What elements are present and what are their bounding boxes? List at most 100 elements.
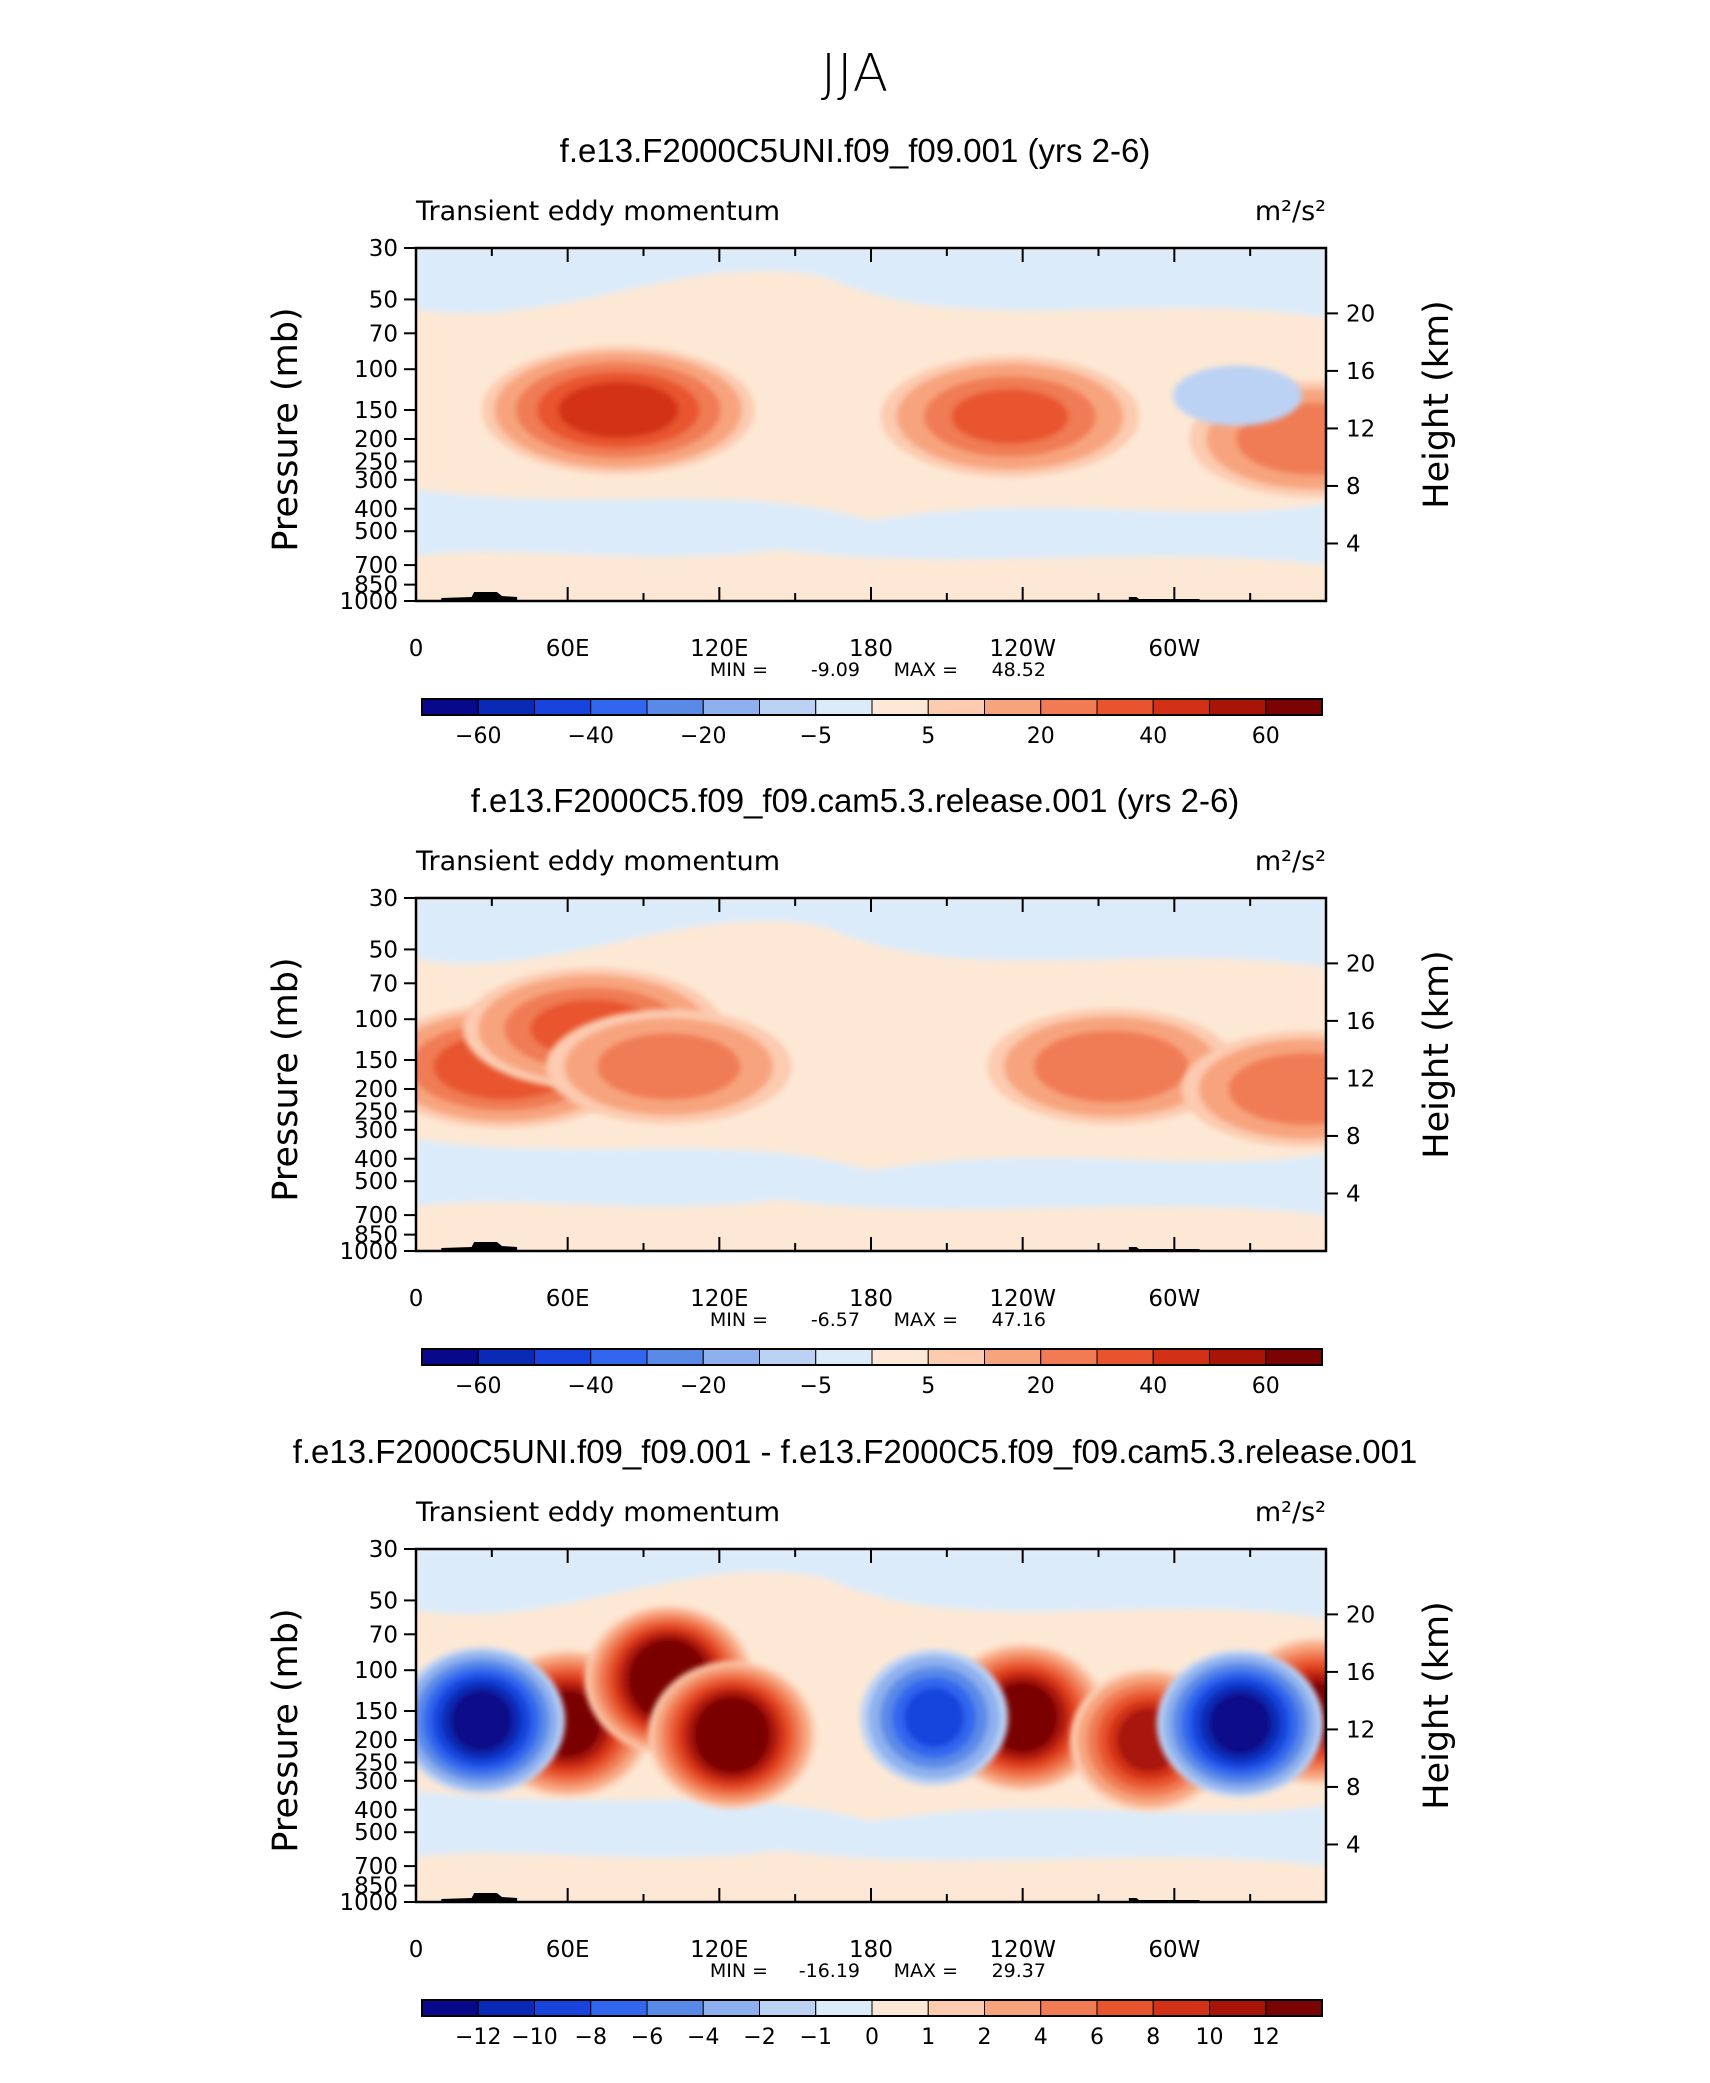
x-tick-label: 120W [989, 1937, 1056, 1963]
colorbar-swatch [590, 698, 648, 716]
y-tick-label: 400 [354, 497, 398, 523]
contour-level [1208, 1692, 1272, 1755]
contour-feature [546, 1009, 792, 1124]
colorbar-swatch [1152, 698, 1210, 716]
colorbar-swatch [815, 1999, 873, 2017]
y-tick-label: 150 [354, 1048, 398, 1074]
colorbar-swatch [421, 1348, 479, 1366]
y-axis-title: Pressure (mb) [266, 1608, 306, 1852]
x-tick-label: 0 [409, 1286, 424, 1312]
y-tick-label: 1000 [339, 589, 398, 615]
chart-panel: f.e13.F2000C5UNI.f09_f09.001 (yrs 2-6) 0 6… [0, 132, 1710, 782]
y-tick-label: 150 [354, 1699, 398, 1725]
contour-feature [481, 346, 755, 475]
y-tick-label: 100 [354, 1007, 398, 1033]
y-tick-label: 30 [369, 886, 398, 912]
contour-level [904, 1687, 965, 1748]
x-tick-label: 60W [1148, 1937, 1200, 1963]
y-tick-label: 300 [354, 468, 398, 494]
y-tick-label: 70 [369, 1622, 398, 1648]
field-name-label: Transient eddy momentum [415, 1497, 780, 1528]
colorbar-swatch [534, 1348, 592, 1366]
colorbar-swatch [1209, 1348, 1267, 1366]
contour-field [416, 248, 1326, 601]
y-tick-label: 100 [354, 357, 398, 383]
colorbar-swatch [421, 1999, 479, 2017]
contour-level [597, 1033, 741, 1100]
y-right-tick-label: 20 [1346, 301, 1375, 327]
colorbar-swatch [1265, 698, 1323, 716]
contour-feature [987, 1008, 1236, 1125]
max-label: MAX = [894, 1960, 958, 1982]
colorbar-label: 20 [1027, 724, 1055, 749]
units-label: m²/s² [1255, 846, 1326, 877]
negative-region [416, 898, 1326, 968]
y-tick-label: 700 [354, 553, 398, 579]
y-tick-label: 200 [354, 427, 398, 453]
contour-feature [1156, 1650, 1324, 1797]
y-tick-label: 150 [354, 398, 398, 424]
colorbar-swatch [1040, 1999, 1098, 2017]
y-tick-label: 850 [354, 573, 398, 599]
y-right-tick-label: 4 [1346, 1181, 1361, 1207]
colorbar-swatch [421, 698, 479, 716]
field-name-label: Transient eddy momentum [415, 196, 780, 227]
y-tick-label: 30 [369, 1537, 398, 1563]
x-tick-label: 120E [690, 1937, 748, 1963]
min-label: MIN = [710, 1960, 768, 1982]
y-tick-label: 700 [354, 1203, 398, 1229]
y-tick-label: 300 [354, 1118, 398, 1144]
y-right-tick-label: 20 [1346, 951, 1375, 977]
min-value: -9.09 [811, 659, 860, 681]
min-value: -6.57 [811, 1309, 860, 1331]
panel-title: f.e13.F2000C5.f09_f09.cam5.3.release.001… [470, 782, 1240, 819]
colorbar-swatch [815, 698, 873, 716]
colorbar-swatch [871, 1999, 929, 2017]
y-tick-label: 1000 [339, 1890, 398, 1916]
y-tick-label: 850 [354, 1223, 398, 1249]
y-right-tick-label: 12 [1346, 1066, 1375, 1092]
colorbar-swatch [871, 698, 929, 716]
colorbar-label: −60 [455, 1374, 501, 1399]
x-tick-label: 0 [409, 1937, 424, 1963]
y-tick-label: 70 [369, 321, 398, 347]
y-tick-label: 250 [354, 1750, 398, 1776]
x-tick-label: 60E [546, 1937, 590, 1963]
min-label: MIN = [710, 659, 768, 681]
colorbar-swatch [1040, 698, 1098, 716]
x-tick-label: 120E [690, 636, 748, 662]
colorbar-swatch [1040, 1348, 1098, 1366]
colorbar-swatch [1209, 1999, 1267, 2017]
y-tick-label: 500 [354, 519, 398, 545]
colorbar-label: 40 [1139, 1374, 1167, 1399]
colorbar-swatch [984, 1999, 1042, 2017]
contour-feature [860, 1649, 1009, 1786]
negative-region [416, 1139, 1326, 1216]
colorbar-label: −20 [680, 1374, 726, 1399]
chart-panel: f.e13.F2000C5UNI.f09_f09.001 - f.e13.F20… [0, 1433, 1710, 2083]
y-right-tick-label: 12 [1346, 416, 1375, 442]
y-right-tick-label: 4 [1346, 531, 1361, 557]
colorbar-swatch [646, 1999, 704, 2017]
y-tick-label: 400 [354, 1147, 398, 1173]
colorbar-label: −20 [680, 724, 726, 749]
colorbar-swatch [1265, 1348, 1323, 1366]
colorbar-swatch [759, 1348, 817, 1366]
colorbar-swatch [590, 1348, 648, 1366]
colorbar-swatch [646, 698, 704, 716]
y-right-tick-label: 20 [1346, 1602, 1375, 1628]
y-right-tick-label: 16 [1346, 359, 1375, 385]
colorbar-frame [421, 1348, 1323, 1366]
colorbar-swatch [1152, 1999, 1210, 2017]
y-tick-label: 250 [354, 449, 398, 475]
x-tick-label: 60W [1148, 636, 1200, 662]
colorbar-swatch [477, 1348, 535, 1366]
min-label: MIN = [710, 1309, 768, 1331]
main-title: JJA [820, 44, 890, 104]
colorbar-swatch [759, 1999, 817, 2017]
y-right-tick-label: 16 [1346, 1660, 1375, 1686]
